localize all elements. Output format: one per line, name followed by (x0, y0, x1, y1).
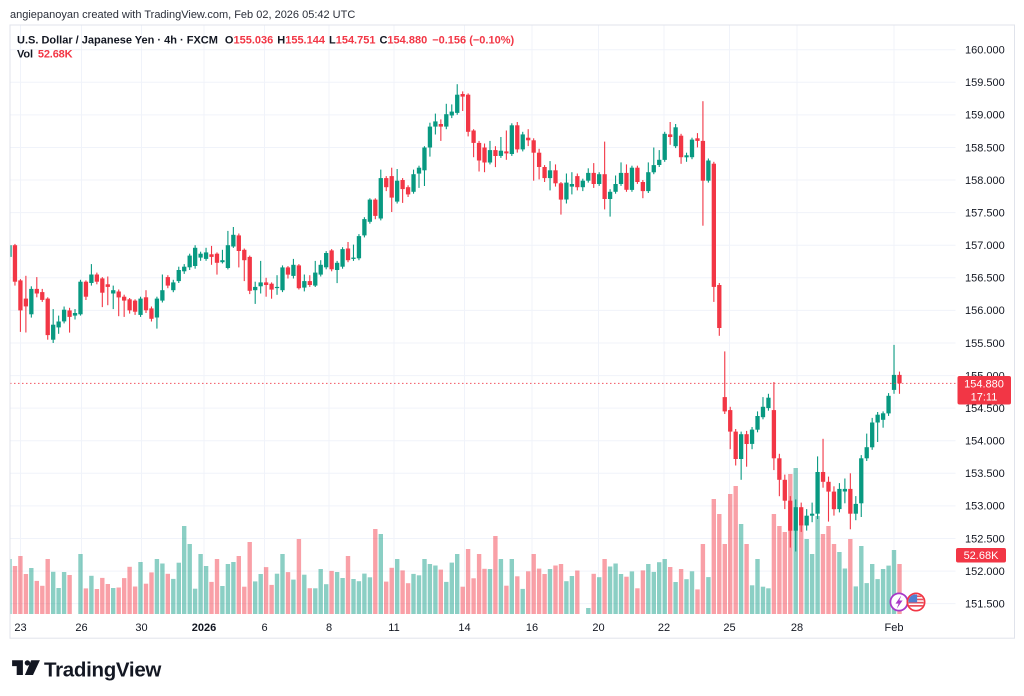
svg-text:TradingView: TradingView (44, 659, 161, 682)
svg-text:22: 22 (658, 622, 670, 634)
svg-text:159.500: 159.500 (965, 77, 1005, 89)
svg-text:17:11: 17:11 (971, 392, 998, 404)
svg-text:152.000: 152.000 (965, 566, 1005, 578)
svg-text:8: 8 (326, 622, 332, 634)
svg-text:14: 14 (458, 622, 470, 634)
svg-text:159.000: 159.000 (965, 110, 1005, 122)
svg-text:154.000: 154.000 (965, 436, 1005, 448)
svg-text:157.500: 157.500 (965, 207, 1005, 219)
svg-text:U.S. Dollar / Japanese Yen · 4: U.S. Dollar / Japanese Yen · 4h · FXCM O1… (17, 35, 514, 47)
svg-text:160.000: 160.000 (965, 45, 1005, 57)
svg-text:151.500: 151.500 (965, 598, 1005, 610)
svg-text:23: 23 (14, 622, 26, 634)
svg-text:30: 30 (135, 622, 147, 634)
svg-text:28: 28 (791, 622, 803, 634)
svg-text:6: 6 (261, 622, 267, 634)
svg-text:158.000: 158.000 (965, 175, 1005, 187)
svg-text:158.500: 158.500 (965, 142, 1005, 154)
svg-text:152.500: 152.500 (965, 533, 1005, 545)
svg-text:153.500: 153.500 (965, 468, 1005, 480)
svg-text:153.000: 153.000 (965, 501, 1005, 513)
svg-text:2026: 2026 (192, 622, 216, 634)
svg-text:angiepanoyan created with Trad: angiepanoyan created with TradingView.co… (10, 9, 355, 21)
svg-text:154.880: 154.880 (964, 379, 1004, 391)
svg-text:20: 20 (592, 622, 604, 634)
svg-text:157.000: 157.000 (965, 240, 1005, 252)
svg-text:16: 16 (526, 622, 538, 634)
svg-text:25: 25 (723, 622, 735, 634)
svg-text:154.500: 154.500 (965, 403, 1005, 415)
svg-text:155.500: 155.500 (965, 338, 1005, 350)
svg-text:156.000: 156.000 (965, 305, 1005, 317)
svg-text:52.68K: 52.68K (964, 550, 1000, 562)
svg-text:156.500: 156.500 (965, 273, 1005, 285)
svg-text:26: 26 (75, 622, 87, 634)
svg-text:Feb: Feb (885, 622, 904, 634)
svg-text:11: 11 (388, 622, 399, 634)
